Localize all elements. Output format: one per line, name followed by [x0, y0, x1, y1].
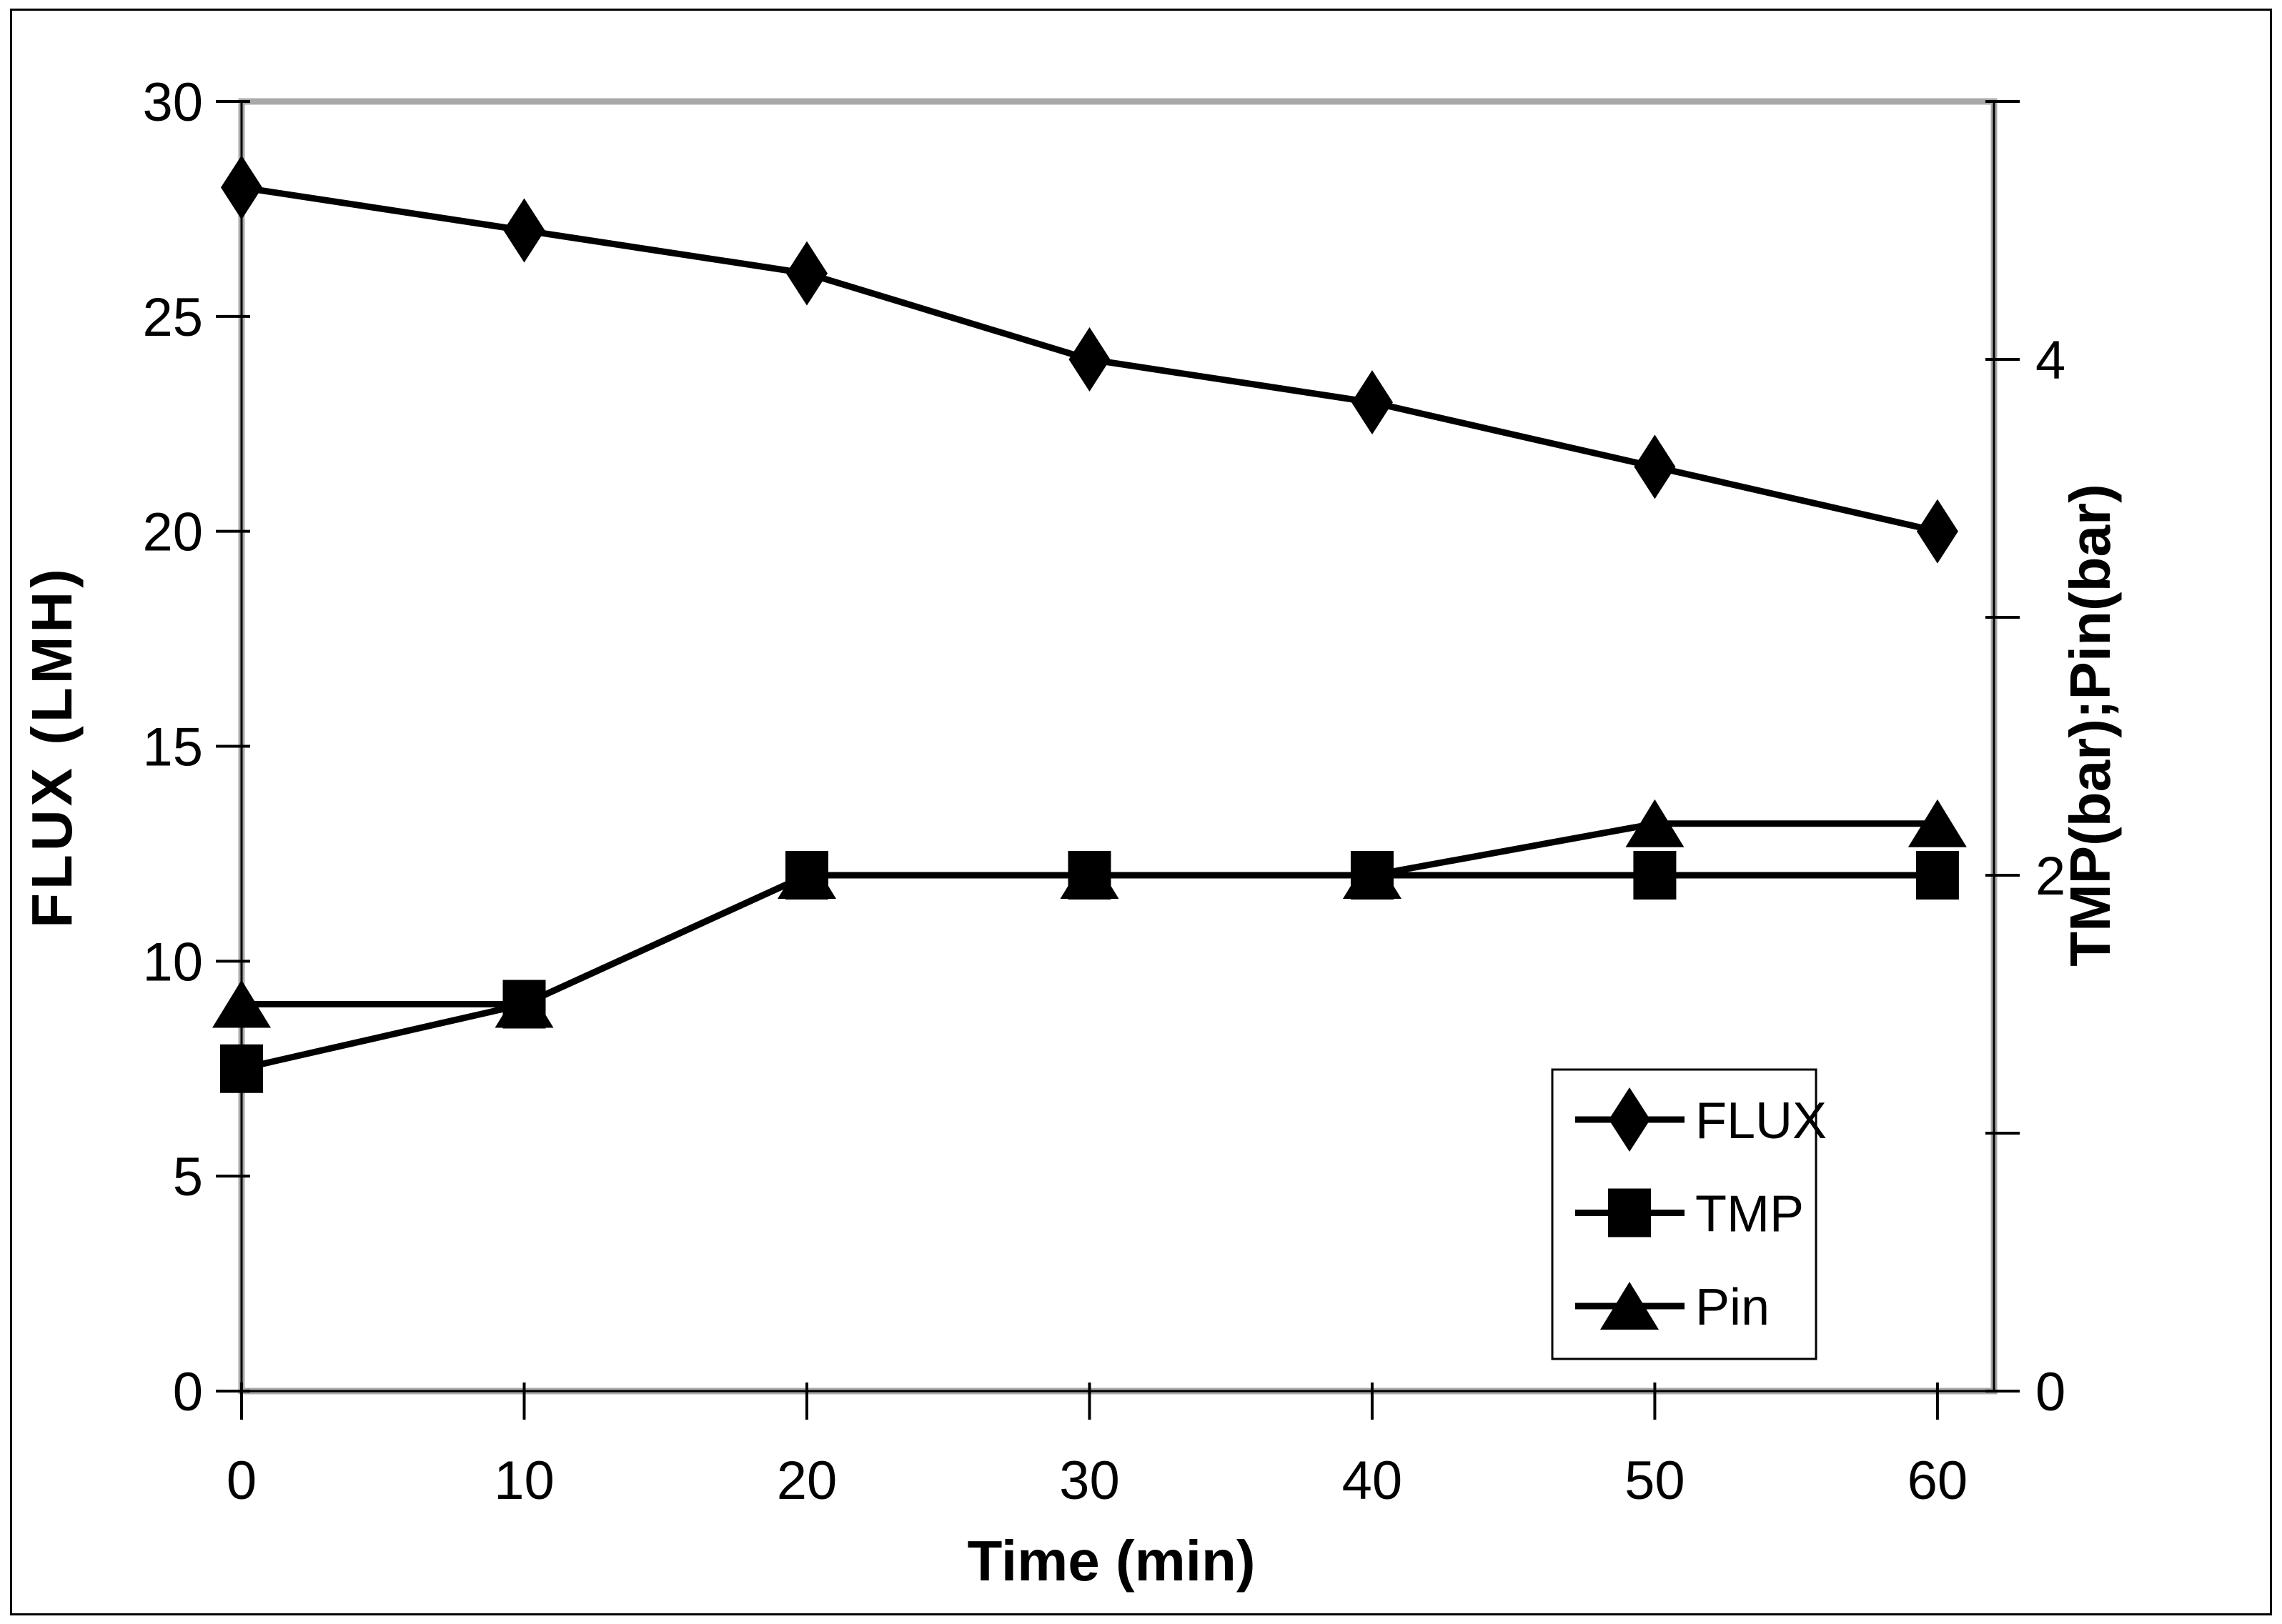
series-marker-FLUX	[1634, 434, 1676, 499]
left-axis-tick-label: 20	[142, 502, 203, 563]
series-line-Pin	[242, 820, 1938, 1007]
left-axis-title: FLUX (LMH)	[20, 565, 84, 928]
left-axis-tick-label: 5	[173, 1147, 203, 1207]
left-axis-tick-label: 10	[142, 932, 203, 992]
legend: FLUX TMP Pin	[1551, 1068, 1827, 1360]
series-marker-Pin	[212, 980, 271, 1028]
legend-label-FLUX: FLUX	[1695, 1092, 1827, 1150]
legend-label-TMP: TMP	[1695, 1186, 1804, 1243]
x-axis-tick-label: 20	[777, 1450, 838, 1511]
series-marker-FLUX	[1068, 327, 1111, 392]
x-axis-tick-label: 0	[227, 1450, 257, 1511]
x-axis-tick-label: 30	[1059, 1450, 1120, 1511]
series-marker-TMP	[785, 851, 828, 900]
right-axis-tick-label: 4	[2035, 330, 2065, 391]
left-axis-tick-label: 25	[142, 287, 203, 348]
x-axis-tick-label: 60	[1908, 1450, 1968, 1511]
legend-entry-FLUX: FLUX	[1575, 1087, 1827, 1152]
legend-label-Pin: Pin	[1695, 1279, 1770, 1336]
series-marker-FLUX	[1351, 370, 1393, 435]
legend-entry-TMP: TMP	[1575, 1186, 1804, 1243]
legend-entry-Pin: Pin	[1575, 1279, 1770, 1336]
legend-marker-FLUX	[1609, 1087, 1650, 1152]
series-marker-TMP	[1633, 851, 1677, 900]
x-axis-tick-label: 10	[494, 1450, 555, 1511]
legend-marker-Pin	[1600, 1282, 1659, 1330]
series-marker-TMP	[1068, 851, 1111, 900]
series-line-TMP	[240, 872, 1938, 1072]
series-marker-TMP	[1915, 851, 1959, 900]
x-axis-tick-label: 50	[1624, 1450, 1685, 1511]
series-marker-TMP	[502, 980, 546, 1029]
series-marker-TMP	[1350, 851, 1394, 900]
series-marker-FLUX	[503, 198, 545, 263]
legend-marker-TMP	[1608, 1188, 1651, 1237]
left-axis-tick-label: 0	[173, 1362, 203, 1423]
series-marker-Pin	[1908, 799, 1967, 847]
x-axis-title: Time (min)	[967, 1529, 1255, 1593]
right-axis-tick-label: 2	[2035, 846, 2065, 907]
right-axis-title: TMP(bar);Pin(bar)	[2058, 484, 2122, 967]
series-marker-Pin	[1625, 799, 1685, 847]
series-marker-FLUX	[785, 241, 828, 306]
left-axis-tick-label: 15	[142, 717, 203, 778]
right-axis-tick-label: 0	[2035, 1362, 2065, 1423]
left-axis-tick-label: 30	[142, 72, 203, 133]
series-marker-TMP	[220, 1044, 263, 1093]
x-axis-tick-label: 40	[1342, 1450, 1403, 1511]
series-marker-FLUX	[1916, 499, 1958, 564]
series-marker-FLUX	[221, 155, 262, 220]
figure-border	[10, 9, 2272, 1615]
